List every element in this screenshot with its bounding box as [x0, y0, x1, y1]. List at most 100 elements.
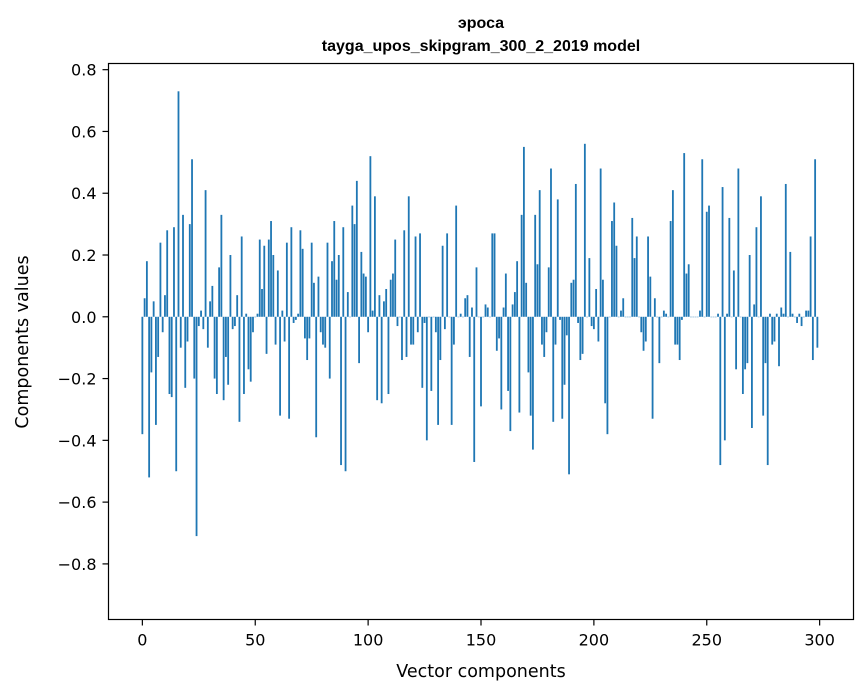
bar-170 [525, 282, 528, 317]
bar-106 [380, 316, 383, 404]
bar-130 [434, 316, 437, 333]
bar-11 [166, 230, 169, 317]
bar-87 [337, 255, 340, 317]
bar-192 [574, 183, 577, 317]
bar-223 [644, 316, 647, 342]
bar-199 [590, 316, 593, 327]
bar-242 [687, 264, 690, 317]
bar-71 [301, 248, 304, 317]
bar-101 [369, 156, 372, 317]
bar-221 [640, 316, 643, 333]
bar-169 [522, 146, 525, 317]
bar-268 [746, 316, 749, 364]
bar-213 [622, 298, 625, 317]
x-tick-label: 0 [137, 631, 147, 650]
bar-51 [256, 313, 259, 317]
bar-112 [394, 239, 397, 317]
bar-10 [164, 295, 166, 317]
bar-105 [378, 295, 381, 317]
bar-104 [376, 316, 379, 401]
bar-212 [620, 310, 622, 317]
bar-13 [170, 316, 173, 398]
bar-295 [807, 310, 810, 317]
bar-247 [699, 310, 701, 317]
bar-24 [195, 316, 198, 537]
bar-58 [272, 255, 275, 317]
bar-4 [150, 316, 153, 373]
bar-74 [308, 316, 311, 339]
bar-180 [547, 267, 550, 317]
bar-131 [437, 316, 440, 425]
bar-290 [796, 316, 798, 323]
bar-86 [335, 279, 338, 317]
bar-260 [728, 217, 731, 317]
bar-27 [202, 316, 205, 330]
bar-70 [299, 230, 302, 317]
bar-69 [297, 313, 300, 317]
bar-85 [333, 221, 336, 317]
bar-147 [473, 316, 476, 462]
bar-292 [800, 316, 803, 327]
bar-32 [213, 316, 216, 379]
bar-181 [550, 168, 552, 317]
bar-209 [613, 202, 616, 317]
bar-40 [231, 316, 234, 330]
bar-133 [441, 245, 444, 317]
bar-12 [168, 316, 171, 395]
bar-31 [211, 285, 214, 317]
bar-157 [495, 316, 498, 351]
bar-235 [671, 190, 674, 317]
chart-subtitle: tayga_upos_skipgram_300_2_2019 model [322, 38, 640, 55]
bar-3 [148, 316, 151, 478]
y-axis-label: Components values [13, 255, 33, 428]
bar-94 [353, 224, 356, 317]
bar-55 [265, 316, 268, 354]
bar-296 [809, 236, 812, 317]
bar-28 [204, 190, 207, 317]
bar-48 [249, 316, 252, 382]
bar-132 [439, 316, 442, 361]
y-tick-label: −0.2 [58, 370, 97, 389]
bar-294 [805, 310, 807, 317]
bar-144 [466, 295, 469, 317]
bar-158 [498, 316, 500, 339]
bar-46 [245, 313, 248, 317]
bar-118 [407, 196, 410, 317]
bar-150 [480, 316, 482, 407]
bar-226 [651, 316, 654, 419]
bar-56 [267, 239, 270, 317]
bar-63 [283, 316, 286, 342]
bar-288 [791, 313, 794, 317]
bar-8 [159, 242, 162, 317]
bar-36 [222, 316, 225, 401]
bar-174 [534, 214, 537, 317]
bar-16 [177, 91, 180, 317]
bar-78 [317, 276, 320, 317]
bar-189 [568, 316, 570, 475]
bar-18 [182, 214, 184, 317]
bar-282 [778, 316, 780, 367]
x-tick-label: 100 [353, 631, 384, 650]
bar-95 [355, 180, 358, 317]
y-tick-label: 0.6 [71, 122, 96, 141]
bar-65 [288, 316, 291, 419]
bar-176 [538, 190, 541, 317]
bar-263 [735, 316, 738, 370]
bar-5 [152, 301, 155, 317]
bar-186 [561, 316, 564, 419]
bar-262 [732, 270, 735, 317]
bar-238 [678, 316, 681, 361]
bar-297 [811, 316, 814, 361]
x-tick-label: 250 [691, 631, 722, 650]
bar-25 [197, 316, 200, 327]
bar-194 [579, 316, 582, 361]
bar-113 [396, 316, 399, 327]
bar-251 [708, 205, 710, 317]
bar-198 [588, 258, 591, 317]
bar-204 [602, 279, 604, 317]
bar-98 [362, 273, 365, 317]
bar-259 [726, 313, 728, 317]
bar-52 [258, 239, 261, 317]
bar-224 [647, 236, 649, 317]
bar-190 [570, 282, 573, 317]
